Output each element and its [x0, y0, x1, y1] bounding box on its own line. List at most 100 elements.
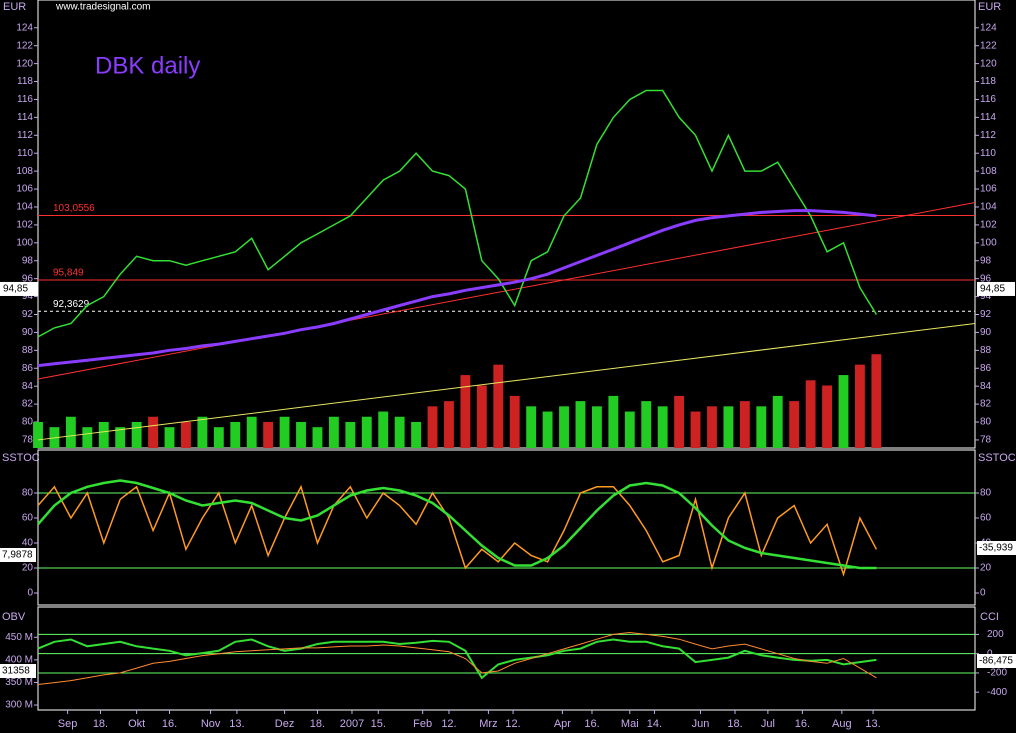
- series-line: [37, 209, 877, 368]
- y-tick-label: 118: [980, 76, 996, 87]
- y-tick-label: 114: [980, 112, 996, 123]
- volume-bar: [197, 416, 208, 448]
- y-tick-label: 60: [22, 513, 34, 524]
- volume-bar: [805, 380, 816, 448]
- y-tick-label: 88: [980, 345, 992, 356]
- y-tick-label: 94: [980, 291, 992, 302]
- y-tick-label: 96: [980, 273, 992, 284]
- volume-bar: [65, 416, 76, 448]
- y-tick-label: 90: [980, 327, 992, 338]
- volume-bar: [739, 401, 750, 448]
- volume-bar: [591, 406, 602, 448]
- y-tick-label: 86: [980, 363, 992, 374]
- y2-tick-label: 0: [987, 648, 993, 659]
- volume-bar: [493, 364, 504, 448]
- x-tick-label: 18.: [727, 718, 742, 730]
- volume-bar: [427, 406, 438, 448]
- y2-tick-label: -200: [987, 668, 1007, 679]
- volume-bar: [115, 427, 126, 448]
- volume-bar: [164, 427, 175, 448]
- series-line: [37, 484, 878, 577]
- panel-frame: [37, 606, 976, 711]
- volume-bar: [789, 401, 800, 448]
- y-tick-label: 116: [17, 94, 33, 105]
- volume-bar: [33, 421, 43, 448]
- volume-bar: [559, 406, 569, 448]
- y-tick-label: 88: [22, 345, 34, 356]
- y-tick-label: 116: [980, 94, 996, 105]
- volume-bar: [263, 421, 274, 448]
- y-tick-label: 78: [22, 435, 34, 446]
- readout-box: [977, 654, 1016, 668]
- y-tick-label: 82: [22, 399, 34, 410]
- volume-bar: [345, 421, 356, 448]
- y-tick-label: 118: [17, 76, 33, 87]
- readout-label: -35,939: [979, 543, 1013, 554]
- x-tick-label: Mrz: [479, 718, 497, 730]
- x-tick-label: 16.: [584, 718, 599, 730]
- x-tick-label: 12.: [505, 718, 520, 730]
- y-tick-label: 104: [980, 202, 997, 213]
- y-tick-label: 84: [22, 381, 34, 392]
- volume-bar: [361, 416, 372, 448]
- y-tick-label: 100: [980, 237, 997, 248]
- y-tick-label: 100: [16, 237, 33, 248]
- volume-bar: [822, 385, 832, 448]
- y-tick-label: 78: [980, 435, 992, 446]
- y-axis-label: SSTOC: [978, 452, 1016, 464]
- y2-axis-label: CCI: [980, 611, 999, 623]
- level-label: 103,0556: [53, 203, 95, 214]
- volume-bar: [690, 411, 701, 448]
- y-tick-label: 0: [27, 588, 33, 599]
- y-tick-label: 106: [980, 184, 997, 195]
- y-tick-label: 108: [16, 166, 33, 177]
- site-label: www.tradesignal.com: [55, 2, 150, 13]
- volume-bar: [378, 411, 389, 448]
- y-tick-label: 112: [17, 130, 33, 141]
- volume-bar: [624, 411, 635, 448]
- volume-bar: [723, 406, 734, 448]
- volume-bar: [871, 354, 882, 448]
- volume-bar: [296, 421, 306, 448]
- y-tick-label: 90: [22, 327, 34, 338]
- y-tick-label: 0: [980, 588, 986, 599]
- series-line: [37, 631, 877, 685]
- x-tick-label: Feb: [413, 718, 432, 730]
- series-line: [37, 638, 877, 680]
- volume-bar: [328, 416, 339, 448]
- volume-bar: [82, 427, 93, 448]
- volume-bar: [394, 416, 405, 448]
- y-tick-label: 80: [980, 488, 992, 499]
- volume-bar: [608, 395, 619, 448]
- x-tick-label: Okt: [128, 718, 145, 730]
- y-tick-label: 40: [22, 538, 34, 549]
- y-tick-label: 350 M: [5, 677, 33, 688]
- x-tick-label: Nov: [201, 718, 221, 730]
- volume-bar: [98, 421, 109, 448]
- x-tick-label: 13.: [229, 718, 244, 730]
- y-tick-label: 80: [22, 488, 34, 499]
- y-tick-label: 94: [22, 291, 34, 302]
- y-tick-label: 82: [980, 399, 992, 410]
- volume-bar: [230, 421, 241, 448]
- volume-bar: [542, 411, 553, 448]
- x-tick-label: 18.: [310, 718, 325, 730]
- volume-bar: [148, 416, 159, 448]
- x-tick-label: Apr: [554, 718, 571, 730]
- volume-bar: [575, 401, 586, 448]
- y-axis-label: SSTOC: [2, 452, 40, 464]
- x-tick-label: Aug: [832, 718, 852, 730]
- volume-bar: [444, 401, 454, 448]
- volume-bar: [246, 416, 257, 448]
- volume-bar: [772, 395, 783, 448]
- y-tick-label: 86: [22, 363, 34, 374]
- readout-box: [0, 548, 36, 562]
- y-tick-label: 20: [22, 563, 34, 574]
- y-tick-label: 120: [980, 58, 997, 69]
- chart-title: DBK daily: [95, 52, 200, 79]
- trend-line: [37, 322, 976, 441]
- y-tick-label: 110: [17, 148, 33, 159]
- readout-box: [0, 664, 36, 678]
